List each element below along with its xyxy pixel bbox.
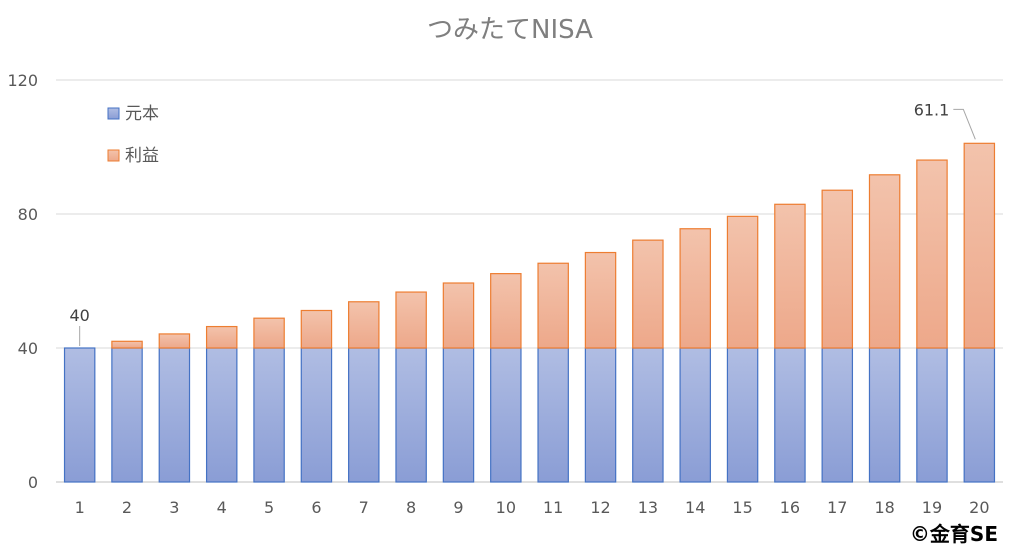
bar-principal xyxy=(726,347,759,483)
data-labels: 40 61.1 xyxy=(69,100,976,346)
bar-profit xyxy=(774,203,806,349)
y-axis-ticks: 0 40 80 120 xyxy=(7,71,38,492)
gridlines xyxy=(56,79,1003,483)
x-tick-label: 14 xyxy=(685,498,705,517)
x-tick-label: 6 xyxy=(311,498,321,517)
bar-profit xyxy=(632,239,664,349)
bar-profit xyxy=(868,174,901,349)
y-tick-label: 0 xyxy=(28,473,38,492)
bar-profit xyxy=(537,262,569,349)
bar-principal xyxy=(632,347,664,483)
x-tick-label: 9 xyxy=(453,498,463,517)
bar-profit xyxy=(300,309,333,349)
bar-profit xyxy=(348,301,380,349)
legend-label-profit: 利益 xyxy=(125,146,159,166)
x-tick-label: 4 xyxy=(217,498,227,517)
bar-profit xyxy=(963,142,996,349)
bar-principal xyxy=(868,347,901,483)
x-tick-label: 20 xyxy=(969,498,989,517)
bar-profit xyxy=(821,189,854,349)
y-tick-label: 80 xyxy=(18,205,38,224)
x-tick-label: 2 xyxy=(122,498,132,517)
data-label: 61.1 xyxy=(914,100,950,119)
legend-label-principal: 元本 xyxy=(125,104,159,124)
bar-profit xyxy=(442,282,475,349)
bar-principal xyxy=(774,347,806,483)
bar-principal xyxy=(158,347,191,483)
bar-principal xyxy=(963,347,996,483)
bar-principal xyxy=(679,347,711,483)
y-tick-label: 120 xyxy=(7,71,38,90)
x-tick-label: 13 xyxy=(638,498,658,517)
bar-profit xyxy=(726,215,759,349)
x-tick-label: 12 xyxy=(590,498,610,517)
bar-principal xyxy=(916,347,948,483)
x-tick-label: 18 xyxy=(874,498,894,517)
legend-swatch-profit xyxy=(107,149,120,162)
bar-profit xyxy=(253,317,285,349)
bar-principal xyxy=(205,347,238,483)
x-tick-label: 15 xyxy=(732,498,752,517)
bar-profit xyxy=(916,159,948,349)
x-tick-label: 1 xyxy=(75,498,85,517)
x-tick-label: 5 xyxy=(264,498,274,517)
x-tick-label: 7 xyxy=(359,498,369,517)
x-tick-label: 11 xyxy=(543,498,563,517)
credit-watermark: ©金育SE xyxy=(909,522,998,546)
x-tick-label: 17 xyxy=(827,498,847,517)
bar-profit xyxy=(584,251,617,349)
data-label: 40 xyxy=(69,306,89,325)
bars xyxy=(63,142,996,483)
bar-profit xyxy=(490,273,522,349)
x-tick-label: 16 xyxy=(780,498,800,517)
bar-profit xyxy=(111,340,143,349)
chart-title: つみたてNISA xyxy=(427,15,593,45)
leader-line xyxy=(953,108,976,140)
bar-principal xyxy=(442,347,475,483)
bar-principal xyxy=(63,347,96,483)
legend-swatch-principal xyxy=(107,107,120,120)
x-tick-label: 19 xyxy=(922,498,942,517)
bar-principal xyxy=(348,347,380,483)
bar-principal xyxy=(537,347,569,483)
bar-profit xyxy=(395,291,427,349)
bar-profit xyxy=(158,333,191,349)
bar-principal xyxy=(584,347,617,483)
bar-principal xyxy=(395,347,427,483)
bar-profit xyxy=(205,325,238,349)
bar-principal xyxy=(253,347,285,483)
bar-principal xyxy=(821,347,854,483)
bar-principal xyxy=(490,347,522,483)
x-tick-label: 10 xyxy=(496,498,516,517)
legend: 元本 利益 xyxy=(107,104,159,166)
x-axis-ticks: 1 2 3 4 5 6 7 8 9 10 11 12 13 14 15 16 17 18 19 20 xyxy=(75,498,990,517)
bar-principal xyxy=(111,347,143,483)
x-tick-label: 3 xyxy=(169,498,179,517)
x-tick-label: 8 xyxy=(406,498,416,517)
bar-principal xyxy=(300,347,333,483)
y-tick-label: 40 xyxy=(18,339,38,358)
bar-profit xyxy=(679,228,711,349)
